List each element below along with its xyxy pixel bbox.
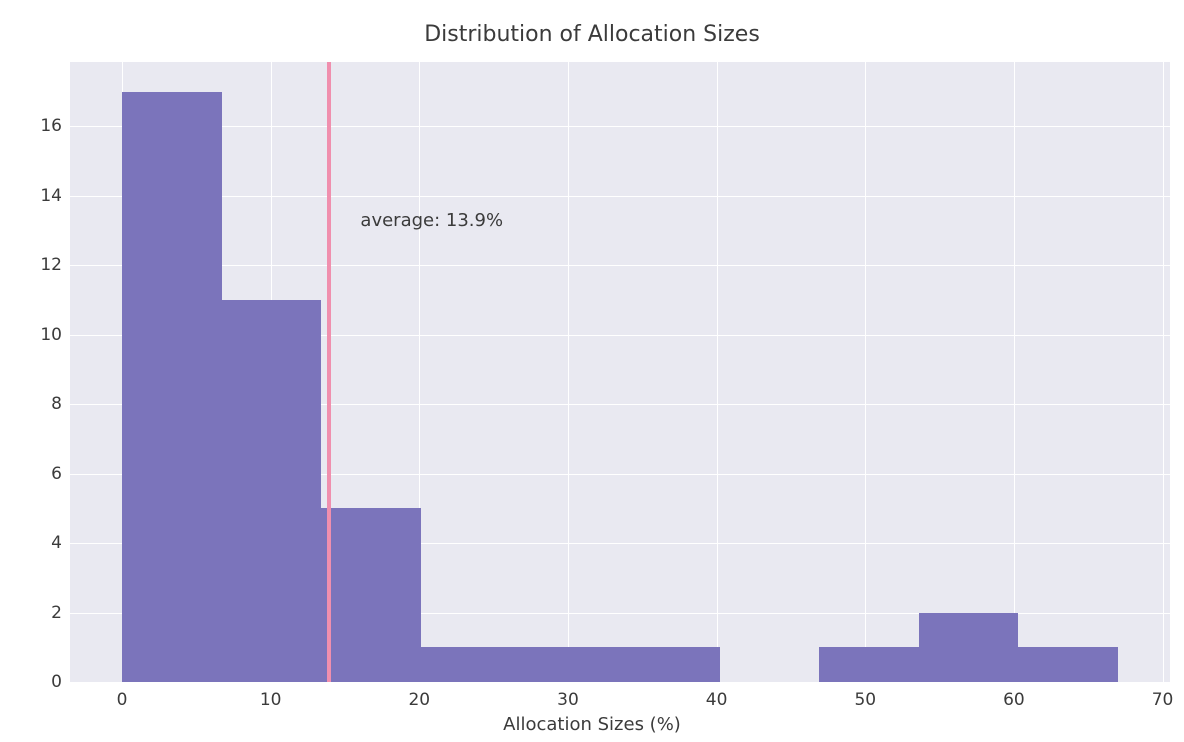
average-line bbox=[327, 62, 331, 682]
grid-line-v bbox=[1014, 62, 1015, 682]
ytick-label: 0 bbox=[51, 672, 62, 692]
histogram-bar bbox=[321, 508, 421, 682]
histogram-bar bbox=[421, 647, 521, 682]
histogram-bar bbox=[222, 300, 322, 682]
ytick-label: 4 bbox=[51, 533, 62, 553]
histogram-bar bbox=[520, 647, 620, 682]
xtick-label: 50 bbox=[854, 690, 876, 710]
plot-area: average: 13.9% bbox=[70, 62, 1170, 682]
xtick-label: 60 bbox=[1003, 690, 1025, 710]
x-axis-label: Allocation Sizes (%) bbox=[0, 714, 1184, 735]
average-annotation: average: 13.9% bbox=[360, 210, 503, 231]
grid-line-h bbox=[70, 682, 1170, 683]
histogram-bar bbox=[122, 92, 222, 682]
ytick-label: 6 bbox=[51, 464, 62, 484]
xtick-label: 10 bbox=[260, 690, 282, 710]
xtick-label: 40 bbox=[706, 690, 728, 710]
grid-line-v bbox=[717, 62, 718, 682]
chart-title: Distribution of Allocation Sizes bbox=[0, 22, 1184, 47]
xtick-label: 30 bbox=[557, 690, 579, 710]
histogram-bar bbox=[620, 647, 720, 682]
histogram-bar bbox=[819, 647, 919, 682]
ytick-label: 14 bbox=[40, 186, 62, 206]
ytick-label: 10 bbox=[40, 325, 62, 345]
ytick-label: 8 bbox=[51, 394, 62, 414]
grid-line-h bbox=[70, 126, 1170, 127]
ytick-label: 16 bbox=[40, 116, 62, 136]
grid-line-h bbox=[70, 265, 1170, 266]
histogram-bar bbox=[1018, 647, 1118, 682]
histogram-bar bbox=[919, 613, 1019, 682]
grid-line-v bbox=[865, 62, 866, 682]
grid-line-v bbox=[1163, 62, 1164, 682]
grid-line-h bbox=[70, 196, 1170, 197]
figure: Distribution of Allocation Sizes average… bbox=[0, 0, 1184, 742]
xtick-label: 0 bbox=[117, 690, 128, 710]
xtick-label: 70 bbox=[1152, 690, 1174, 710]
ytick-label: 12 bbox=[40, 255, 62, 275]
grid-line-v bbox=[568, 62, 569, 682]
ytick-label: 2 bbox=[51, 603, 62, 623]
xtick-label: 20 bbox=[408, 690, 430, 710]
